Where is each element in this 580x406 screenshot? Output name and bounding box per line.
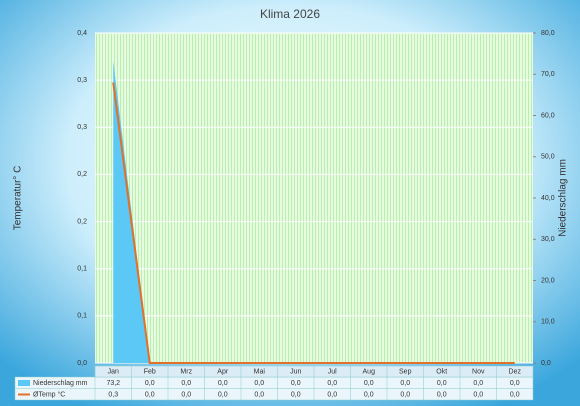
value-label: 0,0 — [437, 391, 447, 398]
value-label: 0,0 — [145, 380, 155, 387]
value-label: 0,3 — [108, 391, 118, 398]
value-label: 0,0 — [218, 391, 228, 398]
x-tick-label: Dez — [509, 368, 522, 375]
value-label: 0,0 — [181, 391, 191, 398]
value-label: 0,0 — [181, 380, 191, 387]
value-label: 73,2 — [106, 380, 120, 387]
value-label: 0,0 — [364, 380, 374, 387]
value-label: 0,0 — [327, 380, 337, 387]
x-tick-label: Nov — [472, 368, 485, 375]
y-axis-title: Temperatur° C — [13, 166, 24, 231]
y2-tick-label: 70,0 — [541, 71, 555, 78]
y2-tick-label: 30,0 — [541, 236, 555, 243]
x-tick-label: Jun — [290, 368, 301, 375]
x-tick-label: Aug — [363, 368, 376, 375]
x-tick-label: Mrz — [180, 368, 192, 375]
y-tick-label: 0,1 — [77, 266, 87, 273]
value-label: 0,0 — [400, 391, 410, 398]
value-label: 0,0 — [291, 380, 301, 387]
y2-tick-label: 60,0 — [541, 112, 555, 119]
legend-swatch — [18, 380, 30, 386]
y-tick-label: 0,0 — [77, 360, 87, 367]
value-label: 0,0 — [364, 391, 374, 398]
value-label: 0,0 — [218, 380, 228, 387]
value-label: 0,0 — [254, 380, 264, 387]
x-tick-label: Okt — [436, 368, 447, 375]
y2-tick-label: 50,0 — [541, 154, 555, 161]
y-tick-label: 0,4 — [77, 30, 87, 37]
y2-tick-label: 80,0 — [541, 30, 555, 37]
x-tick-label: Feb — [144, 368, 156, 375]
y-tick-label: 0,1 — [77, 313, 87, 320]
legend-label: Niederschlag mm — [33, 380, 88, 387]
value-label: 0,0 — [437, 380, 447, 387]
value-label: 0,0 — [473, 380, 483, 387]
value-label: 0,0 — [291, 391, 301, 398]
x-tick-label: Jan — [108, 368, 119, 375]
legend-label: ØTemp °C — [33, 390, 65, 398]
y-tick-label: 0,2 — [77, 171, 87, 178]
y-tick-label: 0,3 — [77, 77, 87, 84]
line — [112, 82, 515, 364]
y-tick-label: 0,2 — [77, 218, 87, 225]
value-label: 0,0 — [510, 380, 520, 387]
y-tick-label: 0,3 — [77, 124, 87, 131]
x-tick-label: Apr — [217, 368, 229, 375]
value-label: 0,0 — [473, 391, 483, 398]
x-tick-label: Sep — [399, 368, 412, 375]
plot-area — [95, 33, 533, 363]
value-label: 0,0 — [400, 380, 410, 387]
y2-tick-label: 40,0 — [541, 195, 555, 202]
y2-tick-label: 0,0 — [541, 360, 551, 367]
value-label: 0,0 — [254, 391, 264, 398]
x-tick-label: Mai — [254, 368, 266, 375]
y2-axis-title: Niederschlag mm — [558, 159, 569, 237]
y2-tick-label: 20,0 — [541, 277, 555, 284]
value-label: 0,0 — [145, 391, 155, 398]
chart-title: Klima 2026 — [260, 7, 320, 21]
value-label: 0,0 — [327, 391, 337, 398]
y2-tick-label: 10,0 — [541, 319, 555, 326]
value-label: 0,0 — [510, 391, 520, 398]
x-tick-label: Jul — [328, 368, 337, 375]
